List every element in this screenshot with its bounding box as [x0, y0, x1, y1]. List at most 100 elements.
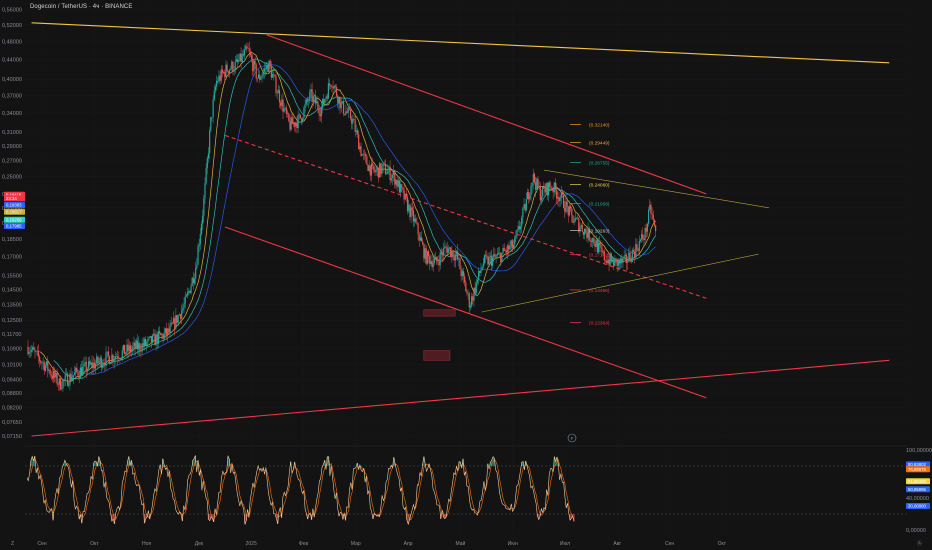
candle-body: [145, 339, 147, 345]
candle-body: [485, 255, 487, 257]
candle-body: [441, 254, 444, 256]
candle-body: [178, 314, 180, 316]
candle-body: [355, 130, 357, 132]
candle-body: [332, 87, 334, 89]
candle-body: [287, 113, 289, 114]
candle-body: [94, 363, 97, 369]
candle-body: [69, 373, 71, 386]
time-tick-label: Апр: [404, 541, 413, 547]
price-tick-label: 0,10900: [2, 347, 22, 353]
candle-body: [112, 354, 114, 362]
candle-body: [207, 153, 210, 159]
candle-body: [445, 246, 447, 248]
candle-body: [384, 163, 387, 175]
fib-level-label: (0.24060): [589, 182, 610, 188]
candle-body: [651, 213, 653, 215]
price-tick-label: 0,27000: [2, 159, 22, 165]
candle-body: [418, 234, 420, 241]
supply-zone-box: [423, 309, 456, 317]
candle-body: [570, 206, 572, 209]
fib-level-label: (0.12364): [589, 320, 610, 326]
candle-body: [467, 293, 469, 294]
candle-body: [49, 369, 51, 375]
price-tick-label: 0,11700: [2, 332, 21, 338]
price-pane[interactable]: (0.32140) (0.29449) (0.26755) (0.24060) (0.2…: [25, 4, 907, 535]
oscillator-tags: 100,00000 40,00000 0,00000 80,8380276,89078…: [906, 448, 932, 534]
candle-body: [90, 362, 92, 365]
chart-marker-icon[interactable]: F: [567, 433, 577, 443]
time-axis[interactable]: Сен Окт Ноя Дек 2025 Фев Мар Апр Май Июн Июл Авг Сен…: [37, 540, 726, 547]
candle-body: [326, 96, 328, 99]
candle-body: [110, 362, 112, 365]
price-axis[interactable]: 0,56000 0,52000 0,48000 0,44000 0,40000 0,370…: [2, 7, 22, 440]
candle-body: [190, 285, 192, 294]
candle-body: [330, 85, 332, 87]
candle-body: [39, 356, 41, 362]
timezone-badge[interactable]: Z: [11, 541, 14, 547]
candle-body: [328, 83, 331, 86]
candle-body: [126, 344, 128, 353]
trendlines[interactable]: [31, 22, 890, 437]
candle-body: [606, 260, 608, 264]
candle-body: [425, 248, 427, 264]
candle-body: [242, 54, 245, 56]
trendline: [224, 226, 707, 399]
price-tag-box: [4, 222, 25, 229]
candle-body: [103, 363, 105, 365]
candle-body: [625, 254, 628, 263]
price-tick-label: 0,13500: [2, 302, 22, 308]
candle-body: [524, 204, 526, 211]
candle-body: [629, 252, 631, 261]
candle-body: [247, 47, 249, 49]
candle-body: [303, 107, 305, 119]
candle-body: [627, 261, 629, 263]
candle-body: [634, 251, 636, 258]
candle-body: [47, 361, 49, 371]
candle-body: [35, 351, 37, 352]
candle-body: [599, 242, 601, 246]
oscillator-tag-box: [906, 466, 930, 473]
candle-body: [259, 74, 261, 80]
price-tick-label: 0,12500: [2, 318, 22, 324]
candle-body: [395, 179, 397, 185]
candle-body: [603, 251, 605, 261]
candle-body: [517, 226, 519, 230]
candle-body: [440, 252, 442, 255]
candle-body: [514, 237, 516, 245]
candle-body: [394, 171, 396, 185]
auto-scale-icon[interactable]: Ⓐ: [917, 540, 922, 547]
candle-body: [154, 333, 156, 346]
candle-body: [135, 340, 137, 349]
candle-body: [338, 96, 340, 104]
candle-body: [193, 278, 196, 284]
candle-body: [106, 351, 108, 353]
candle-body: [340, 102, 342, 109]
time-tick-label: Июн: [508, 541, 518, 547]
candle-body: [374, 170, 376, 173]
candle-body: [256, 78, 258, 79]
candle-body: [224, 71, 226, 78]
candle-body: [205, 167, 207, 184]
candle-body: [540, 196, 543, 201]
candle-body: [283, 108, 285, 112]
candle-body: [204, 183, 206, 199]
candle-body: [501, 252, 503, 263]
candle-body: [294, 122, 296, 127]
candle-body: [273, 74, 275, 75]
candle-body: [515, 235, 517, 238]
oscillator-pane[interactable]: [25, 445, 907, 526]
candle-body: [436, 256, 438, 262]
candle-body: [196, 264, 198, 269]
candle-body: [261, 75, 263, 78]
candle-body: [333, 85, 335, 89]
candle-body: [268, 60, 270, 72]
candle-body: [292, 122, 295, 125]
candle-body: [318, 108, 320, 115]
candle-body: [596, 240, 598, 253]
candle-body: [185, 295, 187, 297]
candle-body: [387, 170, 389, 174]
price-tick-label: 0,25000: [2, 175, 22, 181]
candle-body: [213, 90, 215, 100]
price-tick-label: 0,34000: [2, 111, 22, 117]
